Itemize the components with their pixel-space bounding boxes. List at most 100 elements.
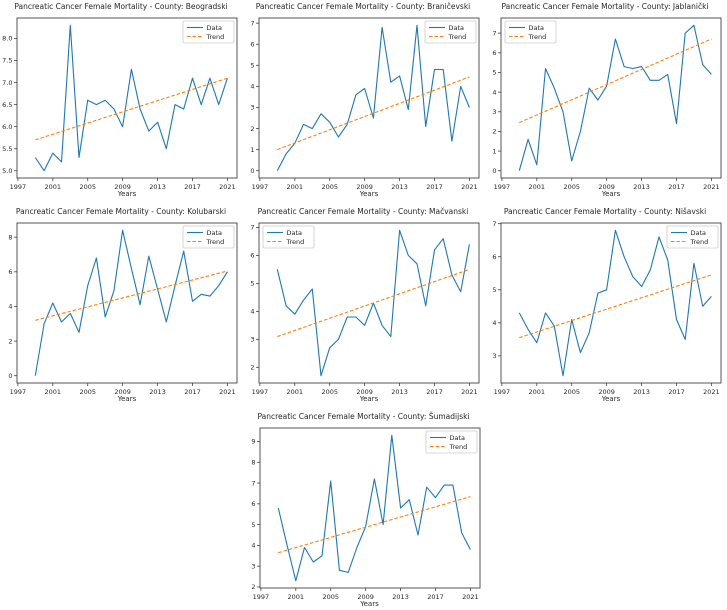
x-axis-label: Years (117, 190, 137, 198)
trend-line (519, 274, 712, 339)
y-tick-label: 2 (492, 128, 496, 136)
legend-label: Data (691, 229, 707, 237)
chart-figure-jablanicki: Pancreatic Cancer Female Mortality - Cou… (484, 0, 726, 200)
x-tick-label: 2013 (149, 183, 166, 191)
x-tick-label: 2009 (598, 388, 615, 396)
y-tick-label: 6 (250, 252, 254, 260)
legend-label: Trend (448, 33, 467, 41)
x-tick-label: 2013 (392, 593, 409, 601)
data-line (34, 229, 228, 376)
y-tick-label: 4 (492, 88, 496, 96)
y-tick-label: 5.0 (2, 167, 12, 175)
chart-row-2: Pancreatic Cancer Female Mortality - Cou… (0, 205, 727, 405)
x-tick-label: 1997 (252, 593, 269, 601)
x-tick-label: 2001 (287, 183, 304, 191)
chart-title: Pancreatic Cancer Female Mortality - Cou… (15, 207, 227, 216)
x-tick-label: 2021 (219, 388, 236, 396)
data-line (277, 434, 471, 582)
y-tick-label: 7.5 (2, 57, 12, 65)
y-tick-label: 7 (492, 220, 496, 228)
y-tick-label: 8.0 (2, 35, 12, 43)
x-tick-label: 2009 (356, 183, 373, 191)
chart-plot-kolubarski: 0 2 4 6 8 1997 2001 2005 2009 2013 2017 2021 DataTre… (8, 222, 238, 396)
y-tick-label: 4 (250, 308, 254, 316)
y-tick-label: 1 (492, 147, 496, 155)
y-tick-label: 5 (492, 286, 496, 294)
legend-label: Data (529, 24, 545, 32)
x-tick-label: 2013 (391, 183, 408, 191)
x-tick-label: 2021 (461, 183, 478, 191)
y-tick-label: 4 (8, 303, 12, 311)
y-tick-label: 6 (492, 253, 496, 261)
chart-figure-branicevski: Pancreatic Cancer Female Mortality - Cou… (242, 0, 484, 200)
x-tick-label: 2021 (703, 183, 720, 191)
plot-frame (500, 17, 722, 179)
y-tick-label: 8 (251, 458, 255, 466)
chart-figure-beogradski: Pancreatic Cancer Female Mortality - Cou… (0, 0, 242, 200)
y-tick-label: 5 (251, 521, 255, 529)
chart-plot-sumadijski: 2 3 4 5 6 7 8 9 1997 2001 2005 2009 2013 2017 2021 Data… (251, 427, 480, 601)
chart-plot-macvanski: 2 3 4 5 6 7 1997 2001 2005 2009 2013 2017 2021 DataTr… (250, 222, 480, 396)
y-tick-label: 2 (250, 125, 254, 133)
x-tick-label: 2005 (79, 388, 96, 396)
x-tick-label: 2017 (668, 183, 685, 191)
trend-line (277, 268, 470, 338)
legend-box (424, 20, 477, 44)
y-tick-label: 4 (492, 319, 496, 327)
legend-label: Trend (286, 238, 305, 246)
plot-frame (500, 222, 722, 384)
data-line (276, 24, 470, 171)
legend-label: Data (449, 434, 465, 442)
x-tick-label: 2001 (45, 388, 62, 396)
chart-title: Pancreatic Cancer Female Mortality - Cou… (501, 2, 709, 11)
x-tick-label: 2021 (703, 388, 720, 396)
x-axis-label: Years (601, 190, 621, 198)
chart-title: Pancreatic Cancer Female Mortality - Cou… (255, 2, 471, 11)
y-tick-label: 7 (250, 19, 254, 27)
x-tick-label: 2001 (529, 388, 546, 396)
x-tick-label: 2013 (633, 388, 650, 396)
y-tick-label: 3 (251, 562, 255, 570)
x-tick-label: 1997 (252, 388, 269, 396)
legend-label: Trend (690, 238, 709, 246)
x-tick-label: 2021 (219, 183, 236, 191)
trend-line (35, 77, 228, 141)
y-tick-label: 6 (8, 268, 12, 276)
plot-frame (258, 17, 480, 179)
x-tick-label: 2001 (287, 593, 304, 601)
chart-plot-branicevski: 0 1 2 3 4 5 6 7 1997 2001 2005 2009 2013 2017 2021 Data… (250, 17, 480, 191)
x-axis-label: Years (601, 395, 621, 403)
x-tick-label: 2017 (668, 388, 685, 396)
x-tick-label: 2017 (426, 183, 443, 191)
x-tick-label: 2005 (322, 593, 339, 601)
trend-line (277, 76, 470, 151)
legend-box (182, 20, 235, 44)
chart-row-1: Pancreatic Cancer Female Mortality - Cou… (0, 0, 727, 200)
x-tick-label: 2005 (321, 388, 338, 396)
legend-label: Trend (206, 238, 225, 246)
x-axis-label: Years (359, 395, 379, 403)
y-tick-label: 0 (8, 372, 12, 380)
trend-line (35, 270, 228, 321)
x-tick-label: 2013 (391, 388, 408, 396)
chart-title: Pancreatic Cancer Female Mortality - Cou… (14, 2, 228, 11)
chart-title: Pancreatic Cancer Female Mortality - Cou… (503, 207, 707, 216)
x-tick-label: 1997 (252, 183, 269, 191)
y-tick-label: 3 (250, 104, 254, 112)
legend-label: Data (207, 229, 223, 237)
legend-box (182, 225, 235, 249)
data-line (518, 24, 712, 171)
y-tick-label: 0 (250, 167, 254, 175)
legend-label: Trend (528, 33, 547, 41)
y-tick-label: 4 (251, 542, 255, 550)
legend-label: Trend (448, 443, 467, 451)
data-line (518, 229, 712, 377)
chart-plot-jablanicki: 0 1 2 3 4 5 6 7 1997 2001 2005 2009 2013 2017 2021 Data… (492, 17, 722, 191)
chart-title: Pancreatic Cancer Female Mortality - Cou… (257, 207, 469, 216)
x-tick-label: 2009 (357, 593, 374, 601)
x-tick-label: 2013 (633, 183, 650, 191)
